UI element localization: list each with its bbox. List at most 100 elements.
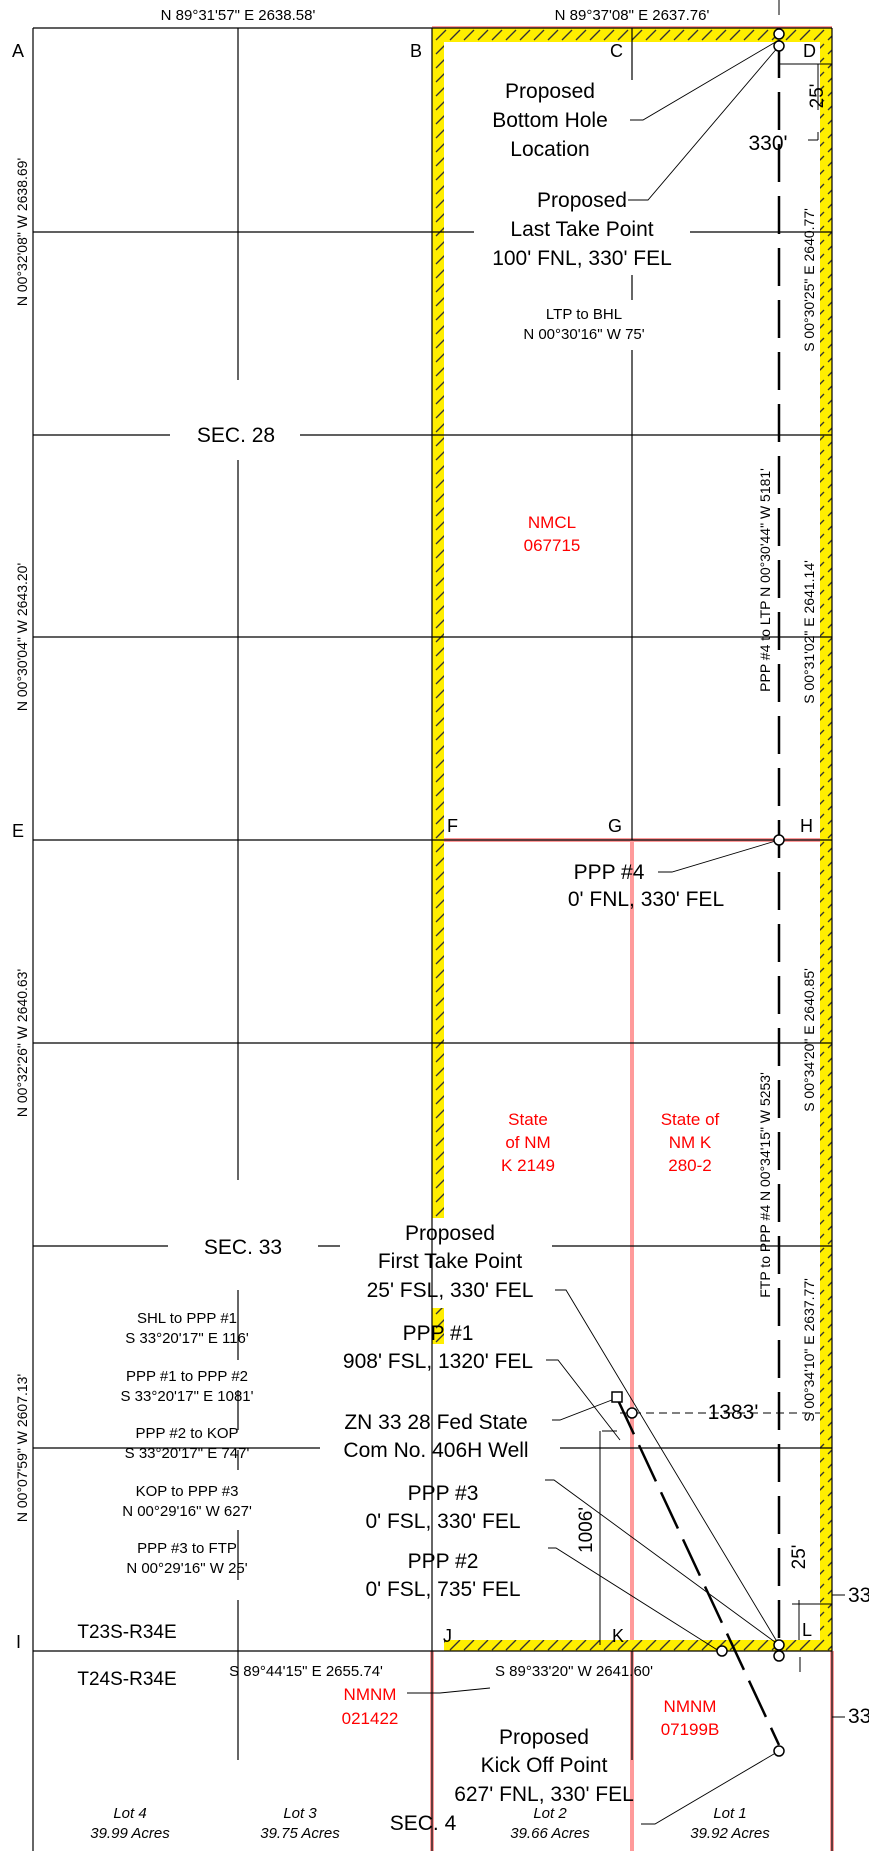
callout-ppp3: PPP #3 0' FSL, 330' FEL [365, 1482, 520, 1533]
callout-ppp4: PPP #4 0' FNL, 330' FEL [568, 861, 724, 911]
bearing-left-lower: N 00°32'26" W 2640.63' [14, 969, 30, 1117]
svg-text:KOP to PPP #3: KOP to PPP #3 [136, 1483, 239, 1500]
svg-text:N 00°29'16" W 627': N 00°29'16" W 627' [122, 1503, 252, 1520]
lot-3: Lot 3 39.75 Acres [260, 1805, 340, 1842]
svg-text:25' FSL, 330' FEL: 25' FSL, 330' FEL [367, 1279, 534, 1302]
svg-text:0' FSL, 330' FEL: 0' FSL, 330' FEL [365, 1510, 520, 1533]
corner-f: F [447, 816, 458, 836]
corner-l: L [802, 1620, 812, 1640]
corner-k: K [612, 1626, 624, 1646]
svg-text:PPP #4: PPP #4 [574, 861, 645, 884]
svg-text:Lot 1: Lot 1 [713, 1805, 746, 1822]
section-28-label: SEC. 28 [197, 424, 275, 447]
lease-nmcl: NMCL 067715 [524, 513, 581, 555]
dimension-bottom-330: 330' [848, 1584, 869, 1607]
svg-text:PPP #1 to PPP #2: PPP #1 to PPP #2 [126, 1368, 248, 1385]
corner-i: I [16, 1632, 21, 1652]
svg-text:39.92 Acres: 39.92 Acres [690, 1825, 770, 1842]
bearing-right-lower: S 00°34'20" E 2640.85' [801, 968, 817, 1112]
svg-text:ZN 33 28 Fed State: ZN 33 28 Fed State [344, 1411, 527, 1434]
dimension-top-25: 25' [807, 84, 828, 109]
svg-text:07199B: 07199B [661, 1720, 720, 1739]
svg-text:39.99 Acres: 39.99 Acres [90, 1825, 170, 1842]
svg-text:NMNM: NMNM [664, 1697, 717, 1716]
lot-2: Lot 2 39.66 Acres [510, 1805, 590, 1842]
corner-g: G [608, 816, 622, 836]
callout-well-name: ZN 33 28 Fed State Com No. 406H Well [343, 1411, 528, 1462]
svg-text:Last Take Point: Last Take Point [510, 218, 653, 241]
svg-text:627' FNL, 330' FEL: 627' FNL, 330' FEL [454, 1783, 634, 1806]
svg-text:Proposed: Proposed [537, 189, 627, 212]
dimension-bottom-25: 25' [789, 1545, 810, 1570]
bearing-bottom-right: S 89°33'20" W 2641.60' [495, 1663, 653, 1680]
svg-text:Proposed: Proposed [405, 1222, 495, 1245]
section-4-label: SEC. 4 [390, 1812, 457, 1835]
lease-state-k2149: State of NM K 2149 [501, 1110, 555, 1175]
svg-text:Com No. 406H Well: Com No. 406H Well [343, 1439, 528, 1462]
township-lower: T24S-R34E [77, 1669, 176, 1690]
svg-text:S 33°20'17" E 1081': S 33°20'17" E 1081' [121, 1388, 254, 1405]
svg-text:100' FNL, 330' FEL: 100' FNL, 330' FEL [492, 247, 672, 270]
svg-text:State of: State of [661, 1110, 720, 1129]
lateral-label-upper: PPP #4 to LTP N 00°30'44" W 5181' [757, 468, 773, 692]
corner-d: D [803, 41, 816, 61]
dimension-kop-330: 330' [848, 1705, 869, 1728]
bearing-right-upper: S 00°30'25" E 2640.77' [801, 208, 817, 352]
bearing-left-mid: N 00°30'04" W 2643.20' [14, 563, 30, 711]
svg-text:0' FNL, 330' FEL: 0' FNL, 330' FEL [568, 888, 724, 911]
callout-ppp1: PPP #1 908' FSL, 1320' FEL [343, 1322, 533, 1373]
svg-text:021422: 021422 [342, 1709, 399, 1728]
svg-text:908' FSL, 1320' FEL: 908' FSL, 1320' FEL [343, 1350, 533, 1373]
dimension-1383: 1383' [708, 1401, 759, 1424]
svg-text:Lot 4: Lot 4 [113, 1805, 146, 1822]
bearing-right-mid: S 00°31'02" E 2641.14' [801, 560, 817, 704]
svg-text:Kick Off Point: Kick Off Point [481, 1754, 608, 1777]
township-upper: T23S-R34E [77, 1622, 176, 1643]
callout-ltp-to-bhl: LTP to BHL N 00°30'16" W 75' [523, 306, 644, 343]
lateral-label-lower: FTP to PPP #4 N 00°34'15" W 5253' [757, 1072, 773, 1298]
svg-text:SHL to PPP #1: SHL to PPP #1 [137, 1310, 237, 1327]
bearing-top-left: N 89°31'57" E 2638.58' [161, 7, 316, 24]
bearing-left-bottom: N 00°07'59" W 2607.13' [14, 1374, 30, 1522]
svg-text:K 2149: K 2149 [501, 1156, 555, 1175]
lot-4: Lot 4 39.99 Acres [90, 1805, 170, 1842]
callout-last-take-point: Proposed Last Take Point 100' FNL, 330' … [492, 189, 672, 270]
svg-text:of NM: of NM [505, 1133, 550, 1152]
svg-text:PPP #1: PPP #1 [403, 1322, 474, 1345]
segment-bearings: SHL to PPP #1 S 33°20'17" E 116' PPP #1 … [121, 1310, 254, 1577]
svg-text:PPP #3: PPP #3 [408, 1482, 479, 1505]
callout-bottom-hole-location: Proposed Bottom Hole Location [492, 80, 608, 161]
lot-1: Lot 1 39.92 Acres [690, 1805, 770, 1842]
corner-b: B [410, 41, 422, 61]
section-grid [32, 27, 833, 1851]
svg-text:NM K: NM K [669, 1133, 712, 1152]
svg-text:S 33°20'17" E 747': S 33°20'17" E 747' [125, 1445, 250, 1462]
callout-first-take-point: Proposed First Take Point 25' FSL, 330' … [367, 1222, 534, 1302]
lease-nmnm-07199b: NMNM 07199B [661, 1697, 720, 1739]
corner-a: A [12, 41, 24, 61]
corner-c: C [610, 41, 623, 61]
svg-text:N 00°29'16" W 25': N 00°29'16" W 25' [126, 1560, 247, 1577]
svg-text:First Take Point: First Take Point [378, 1250, 522, 1273]
dimension-1006: 1006' [576, 1507, 597, 1553]
svg-text:39.66 Acres: 39.66 Acres [510, 1825, 590, 1842]
svg-text:S 33°20'17" E 116': S 33°20'17" E 116' [125, 1330, 249, 1347]
svg-text:067715: 067715 [524, 536, 581, 555]
svg-text:Bottom Hole: Bottom Hole [492, 109, 608, 132]
lease-state-k2802: State of NM K 280-2 [661, 1110, 720, 1175]
section-33-label: SEC. 33 [204, 1236, 282, 1259]
svg-text:Lot 2: Lot 2 [533, 1805, 567, 1822]
svg-text:0' FSL, 735' FEL: 0' FSL, 735' FEL [365, 1578, 520, 1601]
callout-kick-off-point: Proposed Kick Off Point 627' FNL, 330' F… [454, 1726, 634, 1806]
svg-text:NMCL: NMCL [528, 513, 576, 532]
svg-text:Location: Location [510, 138, 589, 161]
corner-j: J [443, 1626, 452, 1646]
svg-text:LTP to BHL: LTP to BHL [546, 306, 622, 323]
svg-text:Lot 3: Lot 3 [283, 1805, 317, 1822]
svg-text:39.75 Acres: 39.75 Acres [260, 1825, 340, 1842]
svg-text:PPP #2 to KOP: PPP #2 to KOP [135, 1425, 238, 1442]
svg-text:NMNM: NMNM [344, 1685, 397, 1704]
svg-text:PPP #3 to FTP: PPP #3 to FTP [137, 1540, 237, 1557]
dimension-top-330: 330' [748, 132, 787, 155]
svg-text:N 00°30'16" W 75': N 00°30'16" W 75' [523, 326, 644, 343]
